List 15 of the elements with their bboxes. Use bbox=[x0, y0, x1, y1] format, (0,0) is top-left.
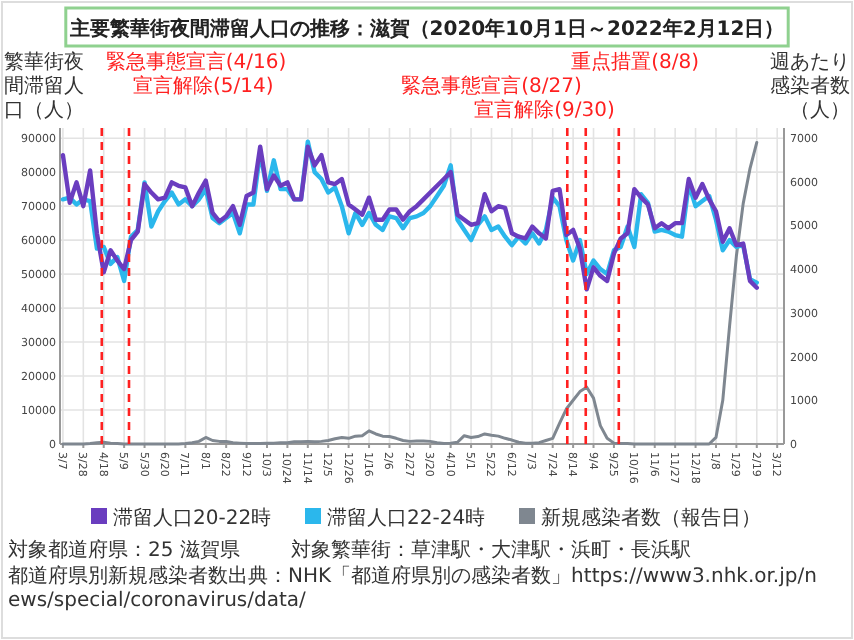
ref-line-label: 宣言解除(5/14) bbox=[133, 74, 274, 98]
y2-axis-title: 週あたり感染者数（人） bbox=[770, 52, 850, 122]
text: 対象都道府県：25 滋賀県 bbox=[8, 538, 240, 562]
legend-label: 新規感染者数（報告日） bbox=[541, 506, 761, 530]
legend-label: 滞留人口22-24時 bbox=[327, 506, 486, 530]
line-series bbox=[61, 140, 759, 446]
text: 都道府県別新規感染者数出典：NHK「都道府県別の感染者数」https://www3.nhk.or.jp/news/special/coronavirus/data/ bbox=[8, 564, 817, 612]
ref-line-label: 緊急事態宣言(8/27) bbox=[401, 74, 582, 98]
ref-line-label: 重点措置(8/8) bbox=[571, 50, 700, 74]
ref-line-label: 宣言解除(9/30) bbox=[474, 98, 615, 122]
ref-line-label: 緊急事態宣言(4/16) bbox=[105, 50, 287, 74]
legend-label: 滞留人口20-22時 bbox=[113, 506, 272, 530]
chart-title: 主要繁華街夜間滞留人口の推移：滋賀（2020年10月1日～2022年2月12日） bbox=[67, 17, 785, 41]
y-axis-title: 繁華街夜間滞留人口（人） bbox=[4, 50, 84, 122]
text: 対象繁華街：草津駅・大津駅・浜町・長浜駅 bbox=[290, 538, 691, 562]
